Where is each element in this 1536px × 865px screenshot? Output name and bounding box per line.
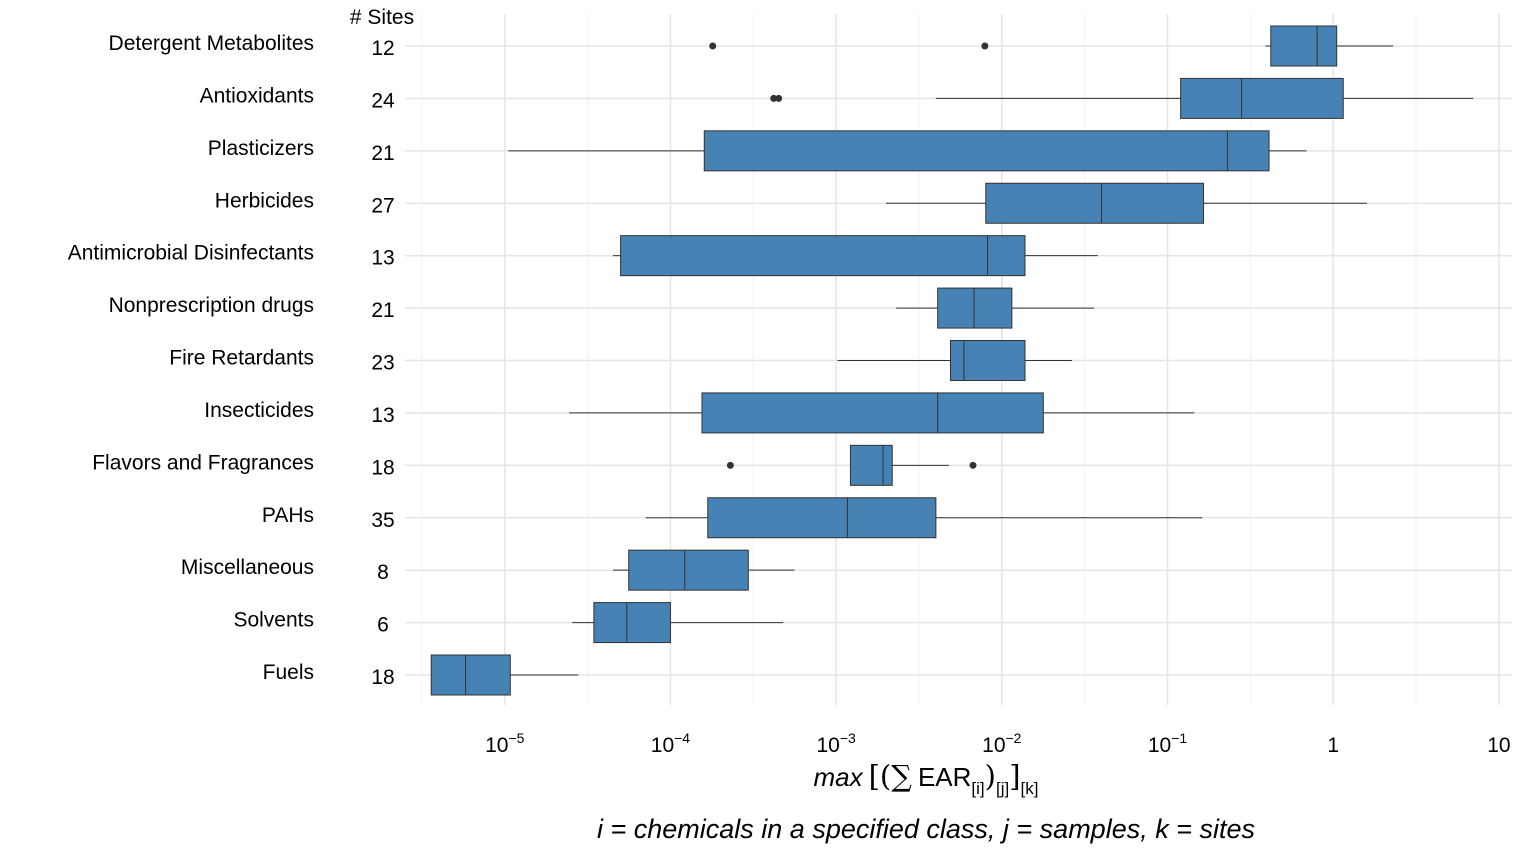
category-label: Herbicides <box>215 189 314 212</box>
box <box>628 549 749 591</box>
box <box>985 182 1205 224</box>
box <box>1180 77 1344 119</box>
x-axis-label: max [(∑ EAR[i])[j]][k] <box>813 759 1038 798</box>
site-count: 18 <box>371 456 394 479</box>
site-count: 35 <box>371 509 394 532</box>
category-row: Fuels 18 <box>263 654 579 696</box>
box <box>1270 25 1338 67</box>
category-row: Nonprescription drugs 21 <box>109 287 1094 329</box>
category-label: PAHs <box>262 504 314 527</box>
x-axis: 10−5 10−4 10−3 10−2 10−1 1 10 <box>485 730 1510 757</box>
box <box>937 287 1013 329</box>
x-tick-label: 10−4 <box>651 730 691 757</box>
box <box>430 654 511 696</box>
x-tick-label: 10−3 <box>816 730 856 757</box>
site-count: 8 <box>377 561 389 584</box>
category-label: Antioxidants <box>200 84 314 107</box>
category-label: Antimicrobial Disinfectants <box>68 242 314 265</box>
category-row: Miscellaneous 8 <box>181 549 795 591</box>
x-tick-label: 10−2 <box>982 730 1022 757</box>
site-count: 18 <box>371 666 394 689</box>
outlier-point <box>981 42 989 50</box>
site-count: 6 <box>377 614 389 637</box>
chart-caption: i = chemicals in a specified class, j = … <box>597 814 1255 844</box>
outlier-point <box>969 461 977 469</box>
box <box>703 130 1270 172</box>
site-count: 23 <box>371 352 394 375</box>
category-label: Insecticides <box>204 399 314 422</box>
category-label: Nonprescription drugs <box>109 294 314 317</box>
category-row: Herbicides 27 <box>215 182 1368 224</box>
box <box>707 497 937 539</box>
site-count: 24 <box>371 89 395 112</box>
category-label: Solvents <box>233 609 314 632</box>
box <box>701 392 1044 434</box>
category-rows: Detergent Metabolites 12 Antioxidants 24 Pla… <box>68 25 1474 696</box>
sites-header: # Sites <box>350 6 414 29</box>
site-count: 27 <box>371 194 394 217</box>
outlier-point <box>770 94 778 102</box>
outlier-point <box>775 94 783 102</box>
category-label: Miscellaneous <box>181 556 314 579</box>
category-row: Plasticizers 21 <box>208 130 1307 172</box>
outlier-point <box>726 461 734 469</box>
category-row: PAHs 35 <box>262 497 1203 539</box>
category-row: Antioxidants 24 <box>200 77 1474 119</box>
category-row: Solvents 6 <box>233 602 784 644</box>
box <box>620 235 1026 277</box>
x-tick-label: 10 <box>1487 734 1510 757</box>
category-label: Fuels <box>263 661 314 684</box>
x-tick-label: 1 <box>1327 734 1339 757</box>
category-label: Flavors and Fragrances <box>92 451 314 474</box>
site-count: 12 <box>371 37 394 60</box>
category-row: Insecticides 13 <box>204 392 1195 434</box>
category-row: Detergent Metabolites 12 <box>109 25 1394 67</box>
category-label: Detergent Metabolites <box>109 32 314 55</box>
x-tick-label: 10−5 <box>485 730 525 757</box>
site-count: 21 <box>371 142 394 165</box>
site-count: 13 <box>371 404 394 427</box>
category-label: Plasticizers <box>208 137 314 160</box>
category-row: Fire Retardants 23 <box>169 340 1072 381</box>
box <box>949 340 1026 381</box>
site-count: 21 <box>371 299 394 322</box>
site-count: 13 <box>371 247 394 270</box>
outlier-point <box>709 42 717 50</box>
box <box>849 444 893 486</box>
x-tick-label: 10−1 <box>1148 730 1188 757</box>
category-label: Fire Retardants <box>169 347 314 370</box>
box <box>593 602 671 644</box>
category-row: Antimicrobial Disinfectants 13 <box>68 235 1098 277</box>
category-row: Flavors and Fragrances 18 <box>92 444 977 486</box>
